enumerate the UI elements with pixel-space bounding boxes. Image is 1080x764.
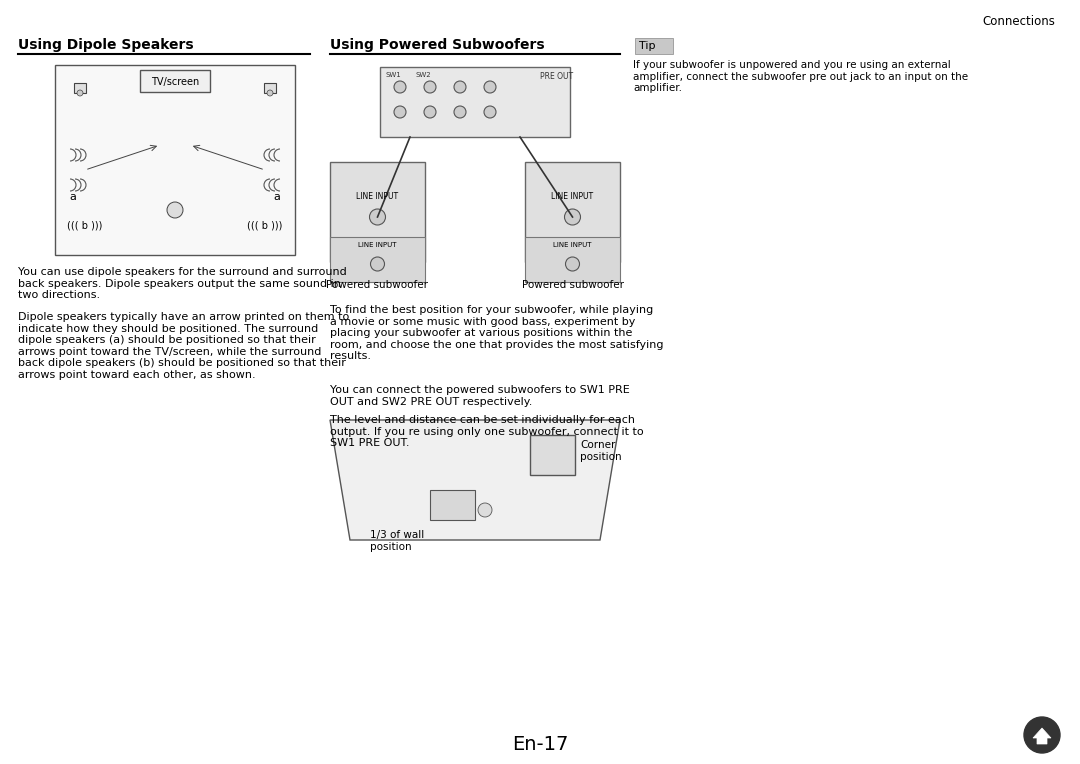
Bar	[330, 162, 426, 262]
Text: SW1: SW1	[384, 72, 401, 78]
Text: LINE INPUT: LINE INPUT	[356, 192, 399, 201]
Text: a: a	[273, 192, 281, 202]
Bar	[380, 67, 570, 137]
Circle shape	[454, 81, 465, 93]
Circle shape	[424, 106, 436, 118]
Text: Tip: Tip	[639, 41, 656, 51]
Circle shape	[484, 81, 496, 93]
Bar	[525, 162, 620, 262]
Text: a: a	[69, 192, 77, 202]
Text: ((( b ))): ((( b )))	[67, 220, 103, 230]
Text: PRE OUT: PRE OUT	[540, 72, 573, 81]
Circle shape	[370, 257, 384, 271]
Text: SW2: SW2	[415, 72, 431, 78]
Circle shape	[77, 90, 83, 96]
Circle shape	[424, 81, 436, 93]
Bar	[525, 237, 620, 282]
Circle shape	[267, 90, 273, 96]
Circle shape	[454, 106, 465, 118]
Text: Dipole speakers typically have an arrow printed on them to
indicate how they sho: Dipole speakers typically have an arrow …	[18, 312, 349, 380]
Bar	[55, 65, 295, 255]
Text: You can connect the powered subwoofers to SW1 PRE
OUT and SW2 PRE OUT respective: You can connect the powered subwoofers t…	[330, 385, 630, 406]
Circle shape	[394, 106, 406, 118]
Bar	[635, 38, 673, 54]
Text: Powered subwoofer: Powered subwoofer	[522, 280, 623, 290]
Bar	[530, 435, 575, 475]
Polygon shape	[330, 420, 620, 540]
Circle shape	[478, 503, 492, 517]
Text: TV/screen: TV/screen	[151, 77, 199, 87]
Text: 1/3 of wall
position: 1/3 of wall position	[370, 530, 424, 552]
Text: Using Powered Subwoofers: Using Powered Subwoofers	[330, 38, 544, 52]
Text: To find the best position for your subwoofer, while playing
a movie or some musi: To find the best position for your subwo…	[330, 305, 663, 361]
Text: Using Dipole Speakers: Using Dipole Speakers	[18, 38, 193, 52]
Bar	[75, 83, 86, 92]
Text: If your subwoofer is unpowered and you re using an external
amplifier, connect t: If your subwoofer is unpowered and you r…	[633, 60, 968, 93]
Circle shape	[369, 209, 386, 225]
Bar	[140, 70, 210, 92]
Text: LINE INPUT: LINE INPUT	[359, 242, 396, 248]
Circle shape	[167, 202, 183, 218]
Text: LINE INPUT: LINE INPUT	[553, 242, 592, 248]
Circle shape	[394, 81, 406, 93]
Text: You can use dipole speakers for the surround and surround
back speakers. Dipole : You can use dipole speakers for the surr…	[18, 267, 347, 300]
Text: Connections: Connections	[982, 15, 1055, 28]
Circle shape	[566, 257, 580, 271]
Text: ((( b ))): ((( b )))	[247, 220, 283, 230]
Text: Powered subwoofer: Powered subwoofer	[326, 280, 429, 290]
Bar	[264, 83, 276, 92]
Circle shape	[484, 106, 496, 118]
Bar	[430, 490, 475, 520]
Circle shape	[1024, 717, 1059, 753]
Text: Corner
position: Corner position	[580, 440, 622, 461]
Text: LINE INPUT: LINE INPUT	[552, 192, 594, 201]
Circle shape	[565, 209, 581, 225]
Text: The level and distance can be set individually for each
output. If you re using : The level and distance can be set indivi…	[330, 415, 644, 448]
Text: En-17: En-17	[512, 735, 568, 754]
Bar	[330, 237, 426, 282]
Polygon shape	[1032, 728, 1051, 744]
